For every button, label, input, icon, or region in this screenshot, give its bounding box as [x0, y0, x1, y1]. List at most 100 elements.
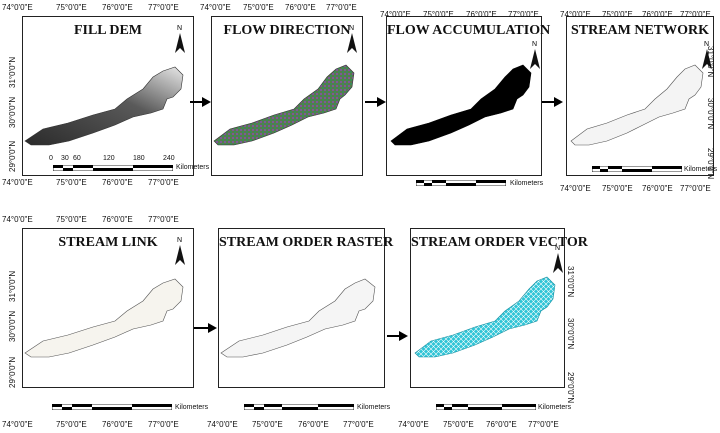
scale-tick: 60 [73, 155, 81, 162]
lon-tick: 74°0'0"E [560, 10, 591, 19]
panel-title: FLOW DIRECTION [223, 23, 351, 38]
lat-tick: 31°0'0"N [8, 270, 17, 302]
lon-tick: 77°0'0"E [148, 420, 179, 429]
basin-map [570, 64, 704, 146]
map-panel-flow-accumulation: FLOW ACCUMULATION N [386, 16, 551, 176]
lon-tick: 77°0'0"E [148, 215, 179, 224]
scale-unit: Kilometers [175, 404, 209, 411]
panel-title: FLOW ACCUMULATION [387, 23, 551, 38]
scale-bar [436, 404, 536, 410]
lon-tick: 76°0'0"E [298, 420, 329, 429]
basin-polygon [390, 64, 532, 146]
scale-tick: 240 [163, 155, 175, 162]
lon-tick: 75°0'0"E [443, 420, 474, 429]
lon-tick: 75°0'0"E [56, 178, 87, 187]
map-panel-stream-network: STREAM NETWORK N [566, 16, 714, 176]
lon-tick: 75°0'0"E [56, 3, 87, 12]
basin-map [24, 66, 184, 146]
lon-tick: 77°0'0"E [680, 10, 711, 19]
lon-tick: 77°0'0"E [508, 10, 539, 19]
right-arrow-icon [194, 323, 217, 333]
basin-polygon [570, 64, 704, 146]
lat-tick: 29°0'0"N [706, 148, 715, 180]
scale-bar [52, 404, 172, 410]
basin-polygon [213, 64, 355, 146]
lon-tick: 77°0'0"E [528, 420, 559, 429]
lon-tick: 76°0'0"E [642, 184, 673, 193]
map-panel-flow-direction: FLOW DIRECTION N [211, 16, 363, 176]
lon-tick: 77°0'0"E [148, 178, 179, 187]
map-panel-stream-order-vector: STREAM ORDER VECTOR N [410, 228, 588, 388]
right-arrow-icon [387, 331, 408, 341]
north-arrow-icon: N [173, 25, 187, 55]
basin-map [390, 64, 532, 146]
map-panel-fill-dem: FILL DEM N 0 30 60 120 180 240 Kilometer… [22, 16, 209, 176]
lon-tick: 76°0'0"E [102, 3, 133, 12]
lon-tick: 75°0'0"E [602, 10, 633, 19]
lon-tick: 77°0'0"E [326, 3, 357, 12]
lat-tick: 30°0'0"N [706, 98, 715, 130]
scale-tick: 120 [103, 155, 115, 162]
scale-bar [416, 180, 506, 186]
map-panel-stream-link: STREAM LINK N [22, 228, 194, 388]
basin-map [414, 276, 556, 358]
north-arrow-icon: N [700, 41, 714, 71]
scale-bar [592, 166, 682, 172]
lon-tick: 76°0'0"E [486, 420, 517, 429]
lon-tick: 75°0'0"E [56, 420, 87, 429]
basin-map [24, 278, 184, 358]
lat-tick: 30°0'0"N [566, 318, 575, 350]
lon-tick: 77°0'0"E [148, 3, 179, 12]
lon-tick: 75°0'0"E [602, 184, 633, 193]
right-arrow-icon [542, 97, 563, 107]
lon-tick: 75°0'0"E [423, 10, 454, 19]
lon-tick: 76°0'0"E [102, 178, 133, 187]
lon-tick: 77°0'0"E [680, 184, 711, 193]
lon-tick: 74°0'0"E [207, 420, 238, 429]
lon-tick: 77°0'0"E [343, 420, 374, 429]
scale-unit: Kilometers [357, 404, 391, 411]
lon-tick: 74°0'0"E [398, 420, 429, 429]
lat-tick: 31°0'0"N [566, 266, 575, 298]
scale-unit: Kilometers [176, 164, 210, 171]
lon-tick: 74°0'0"E [2, 178, 33, 187]
scale-bar [53, 165, 173, 171]
basin-map [220, 278, 376, 358]
lat-tick: 29°0'0"N [8, 356, 17, 388]
scale-unit: Kilometers [538, 404, 572, 411]
panel-title: STREAM LINK [58, 235, 158, 250]
panel-title: STREAM ORDER VECTOR [411, 235, 588, 250]
panel-title: STREAM NETWORK [570, 23, 710, 38]
basin-polygon [220, 278, 376, 358]
lon-tick: 75°0'0"E [252, 420, 283, 429]
scale-tick: 30 [61, 155, 69, 162]
basin-polygon [414, 276, 556, 358]
scale-unit: Kilometers [510, 180, 544, 187]
panel-title: FILL DEM [73, 23, 143, 38]
lon-tick: 75°0'0"E [56, 215, 87, 224]
lat-tick: 29°0'0"N [8, 140, 17, 172]
right-arrow-icon [365, 97, 386, 107]
lat-tick: 29°0'0"N [566, 372, 575, 404]
lat-tick: 31°0'0"N [8, 56, 17, 88]
lon-tick: 74°0'0"E [2, 420, 33, 429]
lon-tick: 74°0'0"E [2, 215, 33, 224]
map-panel-stream-order-raster: STREAM ORDER RASTER [218, 228, 394, 388]
lon-tick: 76°0'0"E [466, 10, 497, 19]
north-arrow-icon: N [173, 237, 187, 267]
lat-tick: 30°0'0"N [8, 96, 17, 128]
lon-tick: 74°0'0"E [560, 184, 591, 193]
lat-tick: 30°0'0"N [8, 310, 17, 342]
lon-tick: 74°0'0"E [200, 3, 231, 12]
lon-tick: 74°0'0"E [2, 3, 33, 12]
lon-tick: 75°0'0"E [243, 3, 274, 12]
right-arrow-icon [190, 97, 211, 107]
basin-polygon [24, 66, 184, 146]
lon-tick: 76°0'0"E [642, 10, 673, 19]
scale-tick: 0 [49, 155, 53, 162]
scale-unit: Kilometers [684, 166, 718, 173]
scale-tick: 180 [133, 155, 145, 162]
lon-tick: 76°0'0"E [102, 420, 133, 429]
north-arrow-icon: N [551, 245, 565, 275]
panel-title: STREAM ORDER RASTER [219, 235, 394, 250]
